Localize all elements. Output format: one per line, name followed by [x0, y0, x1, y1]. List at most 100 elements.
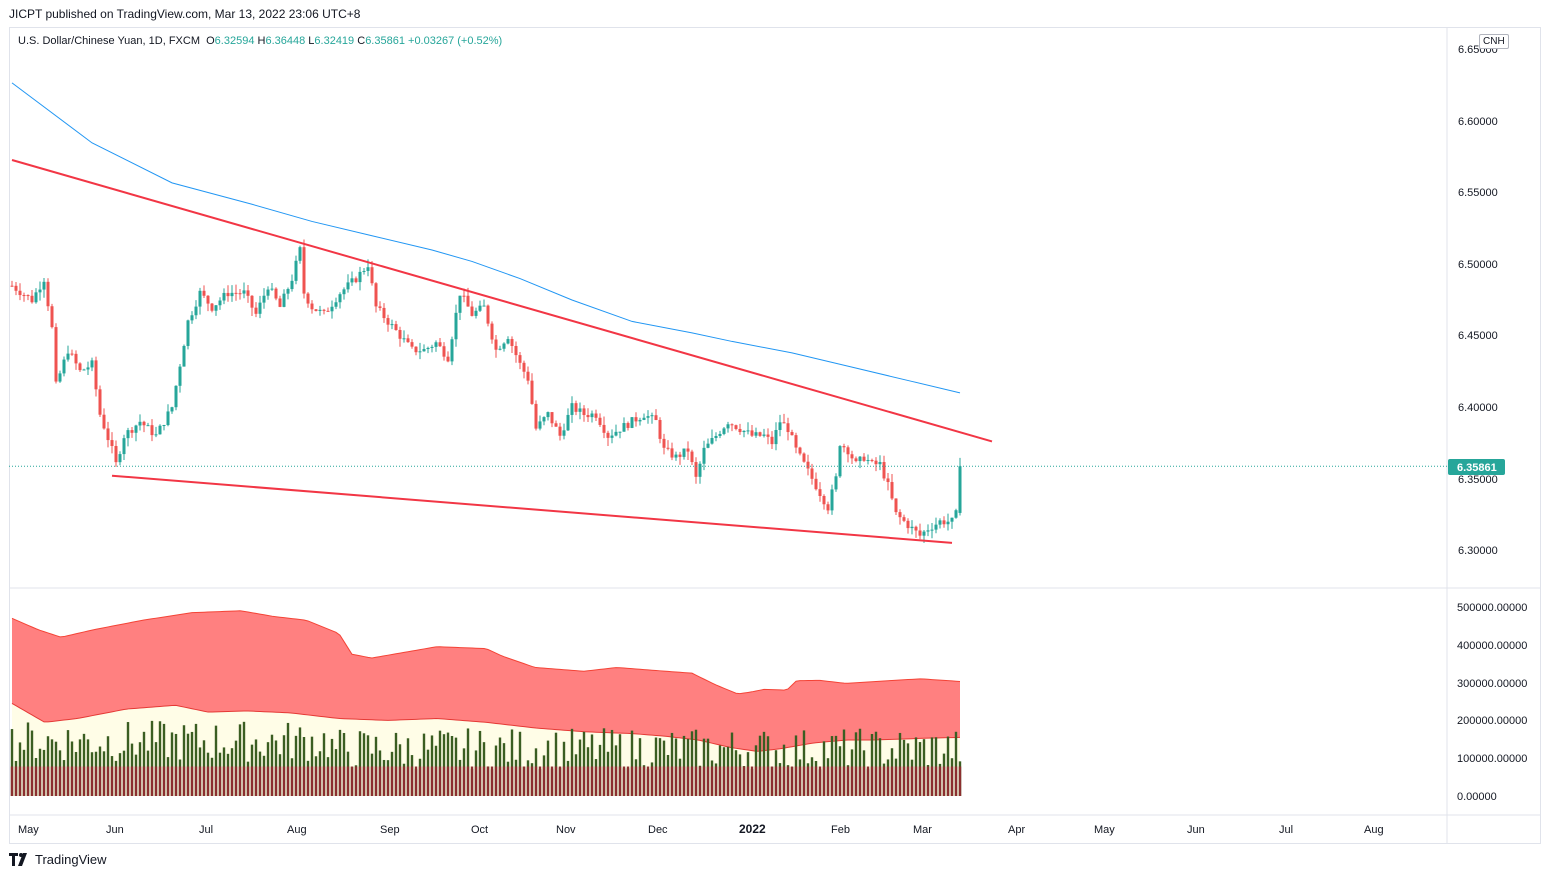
candle-body [218, 300, 222, 306]
candle-body [774, 429, 778, 445]
candle-body [182, 345, 186, 367]
volume-bar-base [202, 766, 206, 796]
volume-bar-base [138, 766, 142, 796]
candle-body [102, 414, 106, 429]
volume-bar-base [230, 766, 234, 796]
volume-bar [630, 730, 634, 796]
candle-body [74, 353, 78, 364]
candle-body [518, 355, 522, 363]
candle-body [54, 327, 58, 382]
volume-bar-base [546, 766, 550, 796]
legend-close-label: C [357, 35, 366, 47]
volume-bar-base [718, 766, 722, 796]
candle-body [590, 413, 594, 418]
volume-bar-base [286, 766, 290, 796]
candle-body [758, 432, 762, 436]
volume-bar-base [862, 766, 866, 796]
volume-bar [438, 730, 442, 796]
volume-bar-base [30, 766, 34, 796]
volume-bar [766, 736, 770, 796]
volume-bar-base [310, 766, 314, 796]
volume-bar-base [374, 766, 378, 796]
volume-bar-base [574, 766, 578, 796]
volume-bar-base [194, 766, 198, 796]
volume-bar-base [782, 766, 786, 796]
volume-bar [190, 731, 194, 796]
candle-body [334, 302, 338, 307]
candle-body [426, 347, 430, 350]
candle-body [354, 278, 358, 283]
candle-body [742, 430, 746, 433]
candle-body [766, 434, 770, 437]
volume-bar-base [402, 766, 406, 796]
candle-body [290, 280, 294, 290]
tradingview-logo[interactable]: TradingView [9, 852, 107, 867]
volume-bar-base [362, 766, 366, 796]
volume-bar-base [750, 766, 754, 796]
candle-body [682, 448, 686, 457]
time-tick: Jul [1279, 824, 1293, 836]
candle-body [842, 446, 846, 448]
currency-badge[interactable]: CNH [1479, 34, 1509, 49]
candle-body [454, 312, 458, 340]
candle-body [494, 339, 498, 350]
candle-body [298, 247, 302, 261]
candle-body [322, 309, 326, 311]
volume-tick: 300000.00000 [1457, 678, 1527, 690]
candle-body [42, 281, 46, 290]
volume-band-upper-edge [11, 610, 961, 695]
candle-body [946, 521, 950, 525]
volume-bar-base [246, 766, 250, 796]
volume-bar-base [794, 766, 798, 796]
ohlc-legend[interactable]: U.S. Dollar/Chinese Yuan, 1D, FXCM O6.32… [18, 35, 502, 47]
volume-bar-base [334, 766, 338, 796]
volume-bar-base [642, 766, 646, 796]
candle-body [442, 346, 446, 357]
volume-bar-base [474, 766, 478, 796]
candle-body [886, 478, 890, 483]
time-tick: Feb [831, 824, 850, 836]
volume-bar-base [198, 766, 202, 796]
candle-body [114, 445, 118, 463]
candle-body [690, 451, 694, 463]
volume-bar [186, 733, 190, 796]
candle-body [526, 371, 530, 381]
time-tick: Jul [199, 824, 213, 836]
volume-bar-base [602, 766, 606, 796]
time-tick: May [18, 824, 39, 836]
candle-body [638, 419, 642, 422]
volume-bar-base [62, 766, 66, 796]
volume-bar-base [86, 766, 90, 796]
volume-bar-base [458, 766, 462, 796]
volume-bar-base [234, 766, 238, 796]
candle-body [882, 462, 886, 479]
volume-bar [162, 723, 166, 796]
candle-body [206, 295, 210, 304]
candle-body [266, 289, 270, 296]
candle-body [166, 411, 170, 426]
candle-body [242, 290, 246, 294]
candle-body [522, 362, 526, 372]
volume-bar-base [74, 766, 78, 796]
volume-bar-base [470, 766, 474, 796]
candle-body [866, 460, 870, 462]
volume-bar-base [462, 766, 466, 796]
volume-bar [214, 725, 218, 796]
volume-bar-base [158, 766, 162, 796]
candle-body [626, 423, 630, 428]
volume-bar-base [442, 766, 446, 796]
volume-bar-base [274, 766, 278, 796]
candle-body [198, 290, 202, 307]
volume-bar-base [290, 766, 294, 796]
volume-bar-base [54, 766, 58, 796]
candle-body [718, 433, 722, 436]
candle-body [702, 447, 706, 464]
volume-bar-base [950, 766, 954, 796]
volume-bar-base [570, 766, 574, 796]
volume-bar-base [682, 766, 686, 796]
time-tick: Aug [1364, 824, 1384, 836]
candle-body [942, 520, 946, 525]
candle-body [558, 426, 562, 436]
volume-bar-base [66, 766, 70, 796]
